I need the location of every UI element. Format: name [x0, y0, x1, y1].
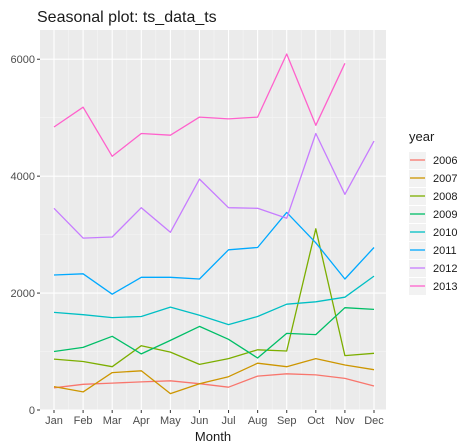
x-tick-label: Jul: [222, 415, 236, 427]
legend-label-2008: 2008: [433, 191, 457, 203]
x-tick-label: Mar: [103, 415, 122, 427]
x-tick-label: Nov: [335, 415, 355, 427]
major-gridlines: [40, 30, 386, 411]
legend-title: year: [409, 129, 435, 144]
series-line-2012: [53, 132, 375, 239]
x-tick-label: Jun: [191, 415, 209, 427]
y-tick-label: 6000: [11, 54, 35, 66]
legend: year 2006 2007 2008 2009 2010 2011 2012 2013: [409, 129, 457, 295]
y-tick-label: 0: [29, 405, 35, 417]
x-tick-label: May: [160, 415, 181, 427]
series-line-2010: [53, 275, 375, 326]
x-tick-label: Apr: [133, 415, 150, 427]
legend-label-2011: 2011: [433, 245, 457, 257]
series-line-2007: [53, 357, 375, 395]
legend-label-2013: 2013: [433, 281, 457, 293]
x-tick-label: Oct: [307, 415, 324, 427]
series-line-2011: [53, 211, 375, 295]
legend-items: 2006 2007 2008 2009 2010 2011 2012 2013: [409, 152, 457, 295]
x-tick-label: Aug: [248, 415, 268, 427]
series-line-2013: [53, 53, 346, 157]
legend-label-2012: 2012: [433, 263, 457, 275]
y-axis: 0 2000 4000 6000: [11, 54, 40, 417]
series-line-2008: [53, 228, 375, 368]
x-tick-label: Jan: [45, 415, 63, 427]
x-axis-title: Month: [195, 429, 231, 444]
legend-label-2006: 2006: [433, 155, 457, 167]
series-line-2006: [53, 373, 375, 389]
legend-label-2007: 2007: [433, 173, 457, 185]
series-lines: [53, 53, 375, 395]
x-tick-label: Dec: [364, 415, 384, 427]
y-tick-label: 2000: [11, 288, 35, 300]
x-axis: Jan Feb Mar Apr May Jun Jul Aug Sep Oct Nov Dec: [45, 410, 384, 427]
chart-title: Seasonal plot: ts_data_ts: [37, 9, 217, 26]
legend-label-2010: 2010: [433, 227, 457, 239]
y-tick-label: 4000: [11, 171, 35, 183]
legend-label-2009: 2009: [433, 209, 457, 221]
x-tick-label: Feb: [74, 415, 93, 427]
x-tick-label: Sep: [277, 415, 297, 427]
series-line-2009: [53, 307, 375, 359]
